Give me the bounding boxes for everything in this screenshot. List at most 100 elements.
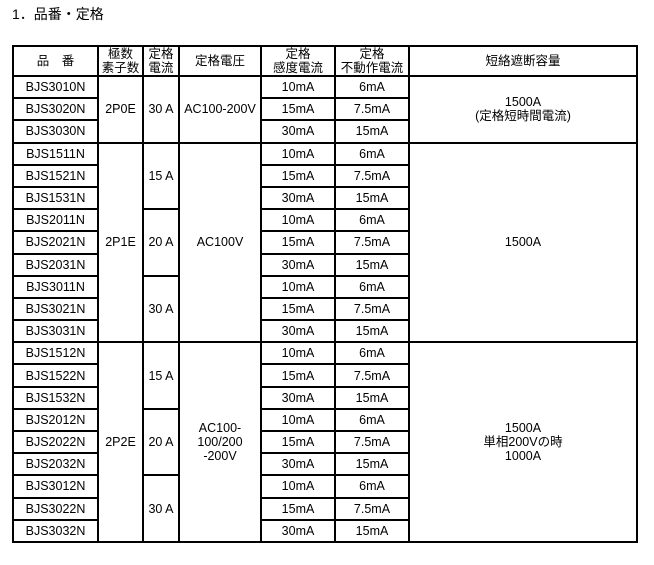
sensitivity-current: 15mA <box>260 97 336 122</box>
sensitivity-current: 30mA <box>260 518 336 543</box>
table-row: BJS3032N 30mA 15mA <box>12 518 637 543</box>
sensitivity-current: 15mA <box>260 163 336 188</box>
sensitivity-current: 15mA <box>260 363 336 388</box>
product-number: BJS3032N <box>12 518 99 543</box>
non-operating-current: 15mA <box>334 452 410 477</box>
table-row: BJS1521N 15mA 7.5mA <box>12 163 637 188</box>
table-row: BJS3031N 30mA 15mA <box>12 319 637 344</box>
non-operating-current: 7.5mA <box>334 296 410 322</box>
table-row: BJS2032N 30mA 15mA <box>12 452 637 477</box>
rated-current-cell: 20 A <box>142 208 180 277</box>
table-row: BJS3030N 30mA 15mA <box>12 119 637 144</box>
breaking-capacity-cell: 1500A (定格短時間電流) <box>408 75 638 144</box>
breaking-capacity-cell: 1500A <box>408 141 638 344</box>
product-number: BJS3011N <box>12 274 99 299</box>
table-row: BJS2011N 20 A 10mA 6mA <box>12 208 637 277</box>
sensitivity-current: 30mA <box>260 385 336 410</box>
header-poles: 極数 素子数 <box>97 45 144 77</box>
sensitivity-current: 30mA <box>260 252 336 277</box>
product-number: BJS3012N <box>12 474 99 499</box>
table-row: BJS3022N 15mA 7.5mA <box>12 496 637 521</box>
non-operating-current: 7.5mA <box>334 97 410 122</box>
product-number: BJS3020N <box>12 97 99 122</box>
product-number: BJS3031N <box>12 319 99 344</box>
rated-current-cell: 15 A <box>142 341 180 410</box>
table-row: BJS3011N 30 A 10mA 6mA <box>12 274 637 344</box>
table-row: BJS3012N 30 A 10mA 6mA <box>12 474 637 543</box>
product-number: BJS2021N <box>12 230 99 255</box>
rated-current-cell: 30 A <box>142 274 180 344</box>
sensitivity-current: 30mA <box>260 185 336 211</box>
sensitivity-current: 15mA <box>260 230 336 255</box>
non-operating-current: 6mA <box>334 407 410 433</box>
product-number: BJS1532N <box>12 385 99 410</box>
section-heading: 1．品番・定格 <box>12 6 104 22</box>
table-row: BJS2021N 15mA 7.5mA <box>12 230 637 255</box>
table-row: BJS1532N 30mA 15mA <box>12 385 637 410</box>
rated-current-cell: 30 A <box>142 75 180 144</box>
non-operating-current: 6mA <box>334 208 410 233</box>
non-operating-current: 6mA <box>334 141 410 166</box>
rated-voltage-cell: AC100V <box>178 141 262 344</box>
table-row: BJS2012N 20 A 10mA 6mA <box>12 407 637 477</box>
non-operating-current: 6mA <box>334 341 410 366</box>
product-number: BJS1522N <box>12 363 99 388</box>
table-row: BJS3010N 2P0E 30 A AC100-200V 10mA 6mA 1500A (… <box>12 74 638 144</box>
product-number: BJS2011N <box>12 208 99 233</box>
non-operating-current: 6mA <box>334 74 410 100</box>
rated-voltage-cell: AC100- 100/200 -200V <box>178 341 262 543</box>
rated-current-cell: 30 A <box>142 474 180 543</box>
table-row: BJS1522N 15mA 7.5mA <box>12 363 637 388</box>
rated-current-cell: 20 A <box>142 407 180 477</box>
product-number: BJS2031N <box>12 252 99 277</box>
product-number: BJS3010N <box>12 74 99 100</box>
table-row: BJS3020N 15mA 7.5mA <box>12 97 637 122</box>
breaking-capacity-cell: 1500A 単相200Vの時 1000A <box>408 341 638 543</box>
sensitivity-current: 10mA <box>260 74 336 100</box>
sensitivity-current: 10mA <box>260 341 336 366</box>
rated-voltage-cell: AC100-200V <box>178 75 262 144</box>
sensitivity-current: 10mA <box>260 141 336 166</box>
table-row: BJS1511N 2P1E 15 A AC100V 10mA 6mA 1500A <box>12 141 638 344</box>
non-operating-current: 15mA <box>334 119 410 144</box>
non-operating-current: 15mA <box>334 385 410 410</box>
product-number: BJS1531N <box>12 185 99 211</box>
table-row: BJS1512N 2P2E 15 A AC100- 100/200 -200V 10mA… <box>12 341 638 543</box>
product-number: BJS3021N <box>12 296 99 322</box>
product-number: BJS1512N <box>12 341 99 366</box>
header-product-number: 品 番 <box>12 45 99 77</box>
rated-current-cell: 15 A <box>142 141 180 211</box>
product-number: BJS3030N <box>12 119 99 144</box>
product-number: BJS1521N <box>12 163 99 188</box>
non-operating-current: 15mA <box>334 518 410 543</box>
non-operating-current: 6mA <box>334 274 410 299</box>
sensitivity-current: 10mA <box>260 474 336 499</box>
table-row: BJS2022N 15mA 7.5mA <box>12 429 637 455</box>
non-operating-current: 7.5mA <box>334 230 410 255</box>
sensitivity-current: 15mA <box>260 296 336 322</box>
product-number: BJS2022N <box>12 429 99 455</box>
non-operating-current: 7.5mA <box>334 496 410 521</box>
product-number: BJS1511N <box>12 141 99 166</box>
header-non-operating-current: 定格 不動作電流 <box>334 45 410 77</box>
table-row: BJS1531N 30mA 15mA <box>12 185 637 211</box>
header-rated-current: 定格 電流 <box>142 45 180 77</box>
product-number: BJS2032N <box>12 452 99 477</box>
non-operating-current: 15mA <box>334 252 410 277</box>
sensitivity-current: 10mA <box>260 407 336 433</box>
non-operating-current: 7.5mA <box>334 429 410 455</box>
non-operating-current: 15mA <box>334 185 410 211</box>
sensitivity-current: 30mA <box>260 119 336 144</box>
sensitivity-current: 10mA <box>260 208 336 233</box>
sensitivity-current: 30mA <box>260 319 336 344</box>
sensitivity-current: 30mA <box>260 452 336 477</box>
header-rated-voltage: 定格電圧 <box>178 45 262 77</box>
sensitivity-current: 10mA <box>260 274 336 299</box>
non-operating-current: 7.5mA <box>334 163 410 188</box>
header-row: 品 番 極数 素子数 定格 電流 定格電圧 定格 感度電流 定格 不動作電流 短… <box>12 45 638 77</box>
non-operating-current: 7.5mA <box>334 363 410 388</box>
rating-table: 品 番 極数 素子数 定格 電流 定格電圧 定格 感度電流 定格 不動作電流 短… <box>12 45 638 543</box>
header-sensitivity-current: 定格 感度電流 <box>260 45 336 77</box>
non-operating-current: 6mA <box>334 474 410 499</box>
table-row: BJS2031N 30mA 15mA <box>12 252 637 277</box>
